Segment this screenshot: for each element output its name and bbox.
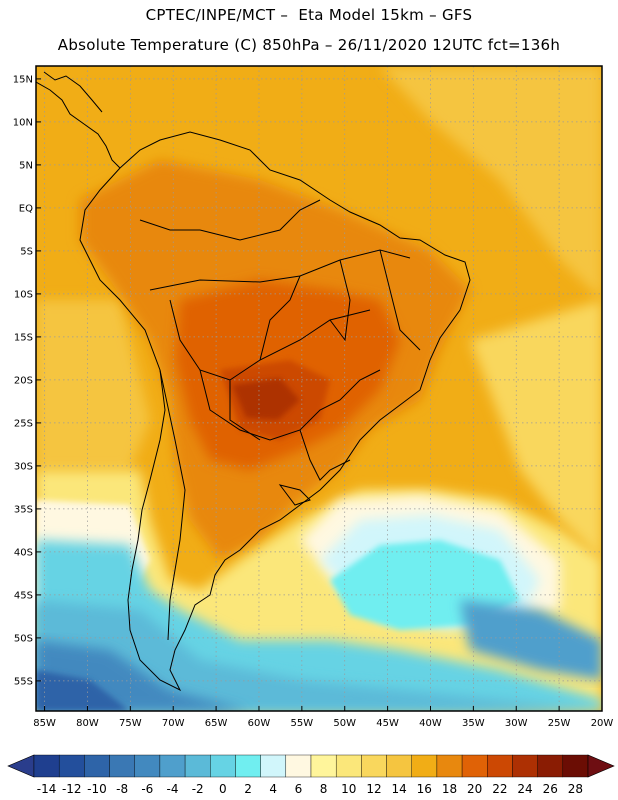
- colorbar-over-arrow: [587, 754, 615, 778]
- colorbar-swatch: [562, 754, 589, 778]
- colorbar-swatch: [33, 754, 60, 778]
- lon-label: 80W: [76, 718, 99, 729]
- lon-label: 25W: [548, 718, 571, 729]
- colorbar: -14 -12 -10 -8 -6 -4 -2 0 2 4 6 8 10 12 14 16 18 20 22 24 26…: [7, 754, 615, 796]
- colorbar-swatch: [310, 754, 337, 778]
- colorbar-label: -6: [141, 782, 153, 796]
- colorbar-label: -14: [37, 782, 57, 796]
- colorbar-swatch: [84, 754, 110, 778]
- lat-label: 15N: [13, 74, 33, 85]
- colorbar-swatch: [461, 754, 488, 778]
- lat-label: 55S: [14, 676, 33, 687]
- map-frame-border: [35, 65, 603, 712]
- colorbar-label: 4: [269, 782, 277, 796]
- colorbar-swatch: [512, 754, 538, 778]
- colorbar-label: -10: [87, 782, 107, 796]
- colorbar-swatch: [285, 754, 312, 778]
- lat-label: 20S: [14, 375, 33, 386]
- colorbar-label: 14: [391, 782, 406, 796]
- lon-label: 40W: [419, 718, 442, 729]
- lon-label: 70W: [162, 718, 185, 729]
- lon-label: 85W: [33, 718, 56, 729]
- colorbar-label: -12: [62, 782, 82, 796]
- colorbar-label: 16: [417, 782, 432, 796]
- longitude-labels: 85W 80W 75W 70W 65W 60W 55W 50W 45W 40W 35W 30W 25W 2…: [33, 706, 613, 729]
- lon-label: 30W: [505, 718, 528, 729]
- lat-label: 45S: [14, 590, 33, 601]
- colorbar-label: 8: [320, 782, 328, 796]
- colorbar-label: 12: [366, 782, 381, 796]
- colorbar-label: 26: [543, 782, 558, 796]
- latitude-labels: 15N 10N 5N EQ 5S 10S 15S 20S 25S 30S 35S 40S 45S 50S 5…: [13, 74, 41, 687]
- colorbar-swatch: [134, 754, 161, 778]
- colorbar-swatch: [210, 754, 236, 778]
- colorbar-swatch: [361, 754, 387, 778]
- lon-label: 65W: [205, 718, 228, 729]
- colorbar-swatch: [109, 754, 135, 778]
- temperature-field: [36, 66, 602, 711]
- chart-title-line2: Absolute Temperature (C) 850hPa – 26/11/…: [57, 36, 561, 54]
- colorbar-swatch: [335, 754, 362, 778]
- colorbar-swatch: [184, 754, 211, 778]
- colorbar-label: 0: [219, 782, 227, 796]
- colorbar-label: 24: [517, 782, 532, 796]
- colorbar-swatch: [436, 754, 463, 778]
- colorbar-label: -4: [167, 782, 179, 796]
- lat-label: 35S: [14, 504, 33, 515]
- colorbar-swatch: [411, 754, 438, 778]
- chart-title-line1: CPTEC/INPE/MCT – Eta Model 15km – GFS: [145, 6, 473, 24]
- lon-label: 60W: [248, 718, 271, 729]
- lat-label: 10N: [13, 117, 33, 128]
- lon-label: 20W: [591, 718, 614, 729]
- lat-label: 30S: [14, 461, 33, 472]
- lat-label: 40S: [14, 547, 33, 558]
- colorbar-swatch: [58, 754, 85, 778]
- colorbar-swatch: [386, 754, 412, 778]
- lat-label: 50S: [14, 633, 33, 644]
- lon-label: 55W: [291, 718, 314, 729]
- lon-label: 75W: [119, 718, 142, 729]
- lat-label: 10S: [14, 289, 33, 300]
- colorbar-label: -2: [192, 782, 204, 796]
- colorbar-label: 10: [341, 782, 356, 796]
- colorbar-under-arrow: [7, 754, 35, 778]
- colorbar-swatch: [260, 754, 287, 778]
- colorbar-label: -8: [116, 782, 128, 796]
- colorbar-label: 18: [442, 782, 457, 796]
- lon-label: 45W: [376, 718, 399, 729]
- lon-label: 35W: [462, 718, 485, 729]
- colorbar-label: 28: [568, 782, 583, 796]
- lat-label: EQ: [19, 203, 33, 214]
- lat-label: 15S: [14, 332, 33, 343]
- colorbar-swatch: [487, 754, 513, 778]
- colorbar-label: 2: [244, 782, 252, 796]
- lat-label: 5N: [19, 160, 33, 171]
- coastlines: [36, 71, 471, 692]
- colorbar-swatch: [537, 754, 564, 778]
- colorbar-swatch: [235, 754, 261, 778]
- colorbar-label: 6: [295, 782, 303, 796]
- colorbar-label: 20: [467, 782, 482, 796]
- colorbar-label: 22: [492, 782, 507, 796]
- colorbar-swatch: [159, 754, 186, 778]
- lon-label: 50W: [333, 718, 356, 729]
- lat-label: 5S: [20, 246, 33, 257]
- lat-label: 25S: [14, 418, 33, 429]
